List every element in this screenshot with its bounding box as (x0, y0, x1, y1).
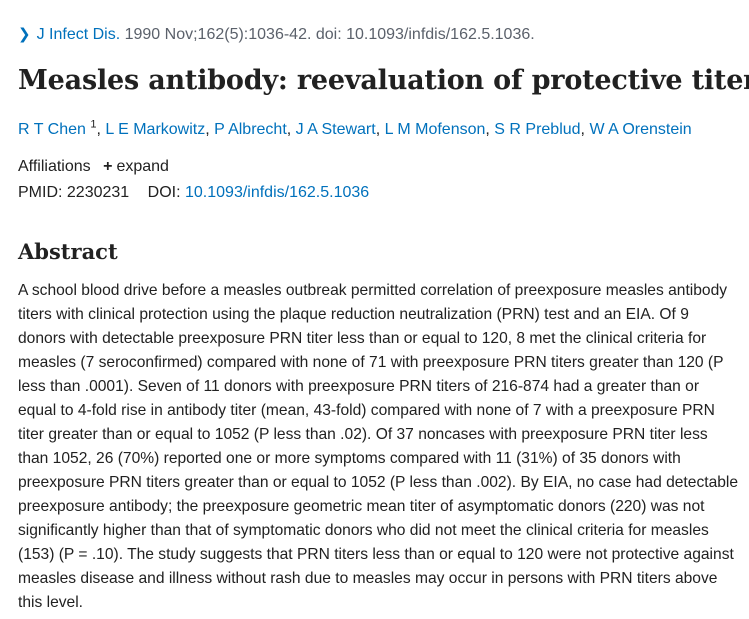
pmid-label: PMID: (18, 184, 63, 201)
author-separator: , (375, 121, 385, 138)
author-link[interactable]: L M Mofenson (384, 121, 486, 138)
author-separator: , (286, 121, 296, 138)
author-separator: , (205, 121, 215, 138)
doi-label: DOI: (147, 184, 181, 201)
identifiers-row: PMID: 2230231 DOI: 10.1093/infdis/162.5.… (18, 182, 369, 204)
author-link[interactable]: L E Markowitz (105, 121, 206, 138)
chevron-right-icon[interactable]: ❯ (18, 26, 31, 43)
author-separator: , (485, 121, 495, 138)
author-link[interactable]: J A Stewart (295, 121, 376, 138)
affiliations-label: Affiliations (18, 158, 91, 175)
doi-link[interactable]: 10.1093/infdis/162.5.1036 (185, 184, 370, 201)
affiliations-row: Affiliations + expand (18, 156, 169, 178)
plus-icon: + (103, 158, 113, 175)
citation-line: ❯ J Infect Dis. 1990 Nov;162(5):1036-42. … (18, 24, 535, 46)
author-link[interactable]: W A Orenstein (589, 121, 692, 138)
author-link[interactable]: R T Chen (18, 121, 86, 138)
affiliation-superscript[interactable]: 1 (90, 118, 97, 131)
author-link[interactable]: S R Preblud (494, 121, 581, 138)
abstract-text: A school blood drive before a measles ou… (18, 282, 739, 611)
author-separator: , (580, 121, 590, 138)
expand-label: expand (116, 158, 169, 175)
author-separator: , (96, 121, 106, 138)
author-list: R T Chen 1, L E Markowitz, P Albrecht, J… (18, 119, 692, 141)
citation-details: 1990 Nov;162(5):1036-42. doi: 10.1093/in… (124, 26, 535, 43)
author-link[interactable]: P Albrecht (214, 121, 287, 138)
journal-link[interactable]: J Infect Dis. (36, 26, 121, 43)
pmid-value: 2230231 (66, 184, 130, 201)
article-title: Measles antibody: reevaluation of protec… (18, 65, 749, 96)
expand-affiliations-button[interactable]: + expand (103, 158, 169, 175)
abstract-heading: Abstract (18, 239, 118, 264)
